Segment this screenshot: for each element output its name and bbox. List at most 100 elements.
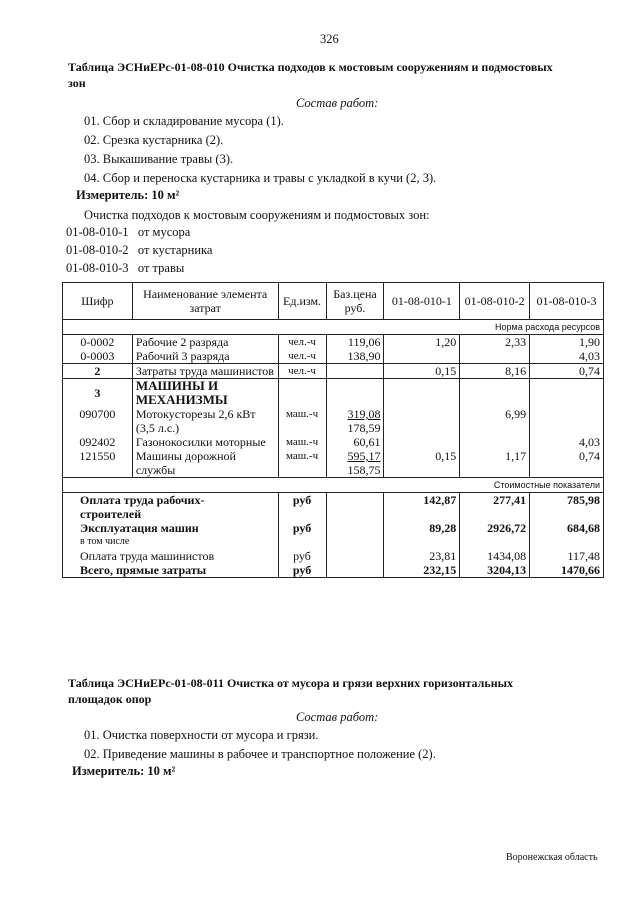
unit-cell: руб xyxy=(277,492,327,521)
cost-row: Всего, прямые затраты руб 232,15 3204,13 147… xyxy=(62,563,604,578)
cost-name: Эксплуатация машин xyxy=(62,521,279,535)
name-cell: Газонокосилки моторные xyxy=(131,435,279,449)
unit-cell: чел.-ч xyxy=(277,363,327,379)
unit-cell: чел.-ч xyxy=(277,349,327,364)
value-cell: 4,03 xyxy=(529,435,604,449)
value-cell: 8,16 xyxy=(459,363,531,379)
footer-region: Воронежская область xyxy=(506,852,598,863)
price-cell: 119,06 xyxy=(325,334,385,349)
unit-cell xyxy=(277,378,327,407)
cost-row: Оплата труда рабочих-строителей руб 142,87… xyxy=(62,492,604,521)
value-cell: 684,68 xyxy=(529,521,604,535)
table-row: 121550 Машины дорожной службы маш.-ч 595,17… xyxy=(62,449,604,478)
code-cell: 092402 xyxy=(62,435,133,449)
value-cell xyxy=(383,535,461,549)
cost-name: Оплата труда рабочих-строителей xyxy=(62,492,279,521)
name-cell: МАШИНЫ И МЕХАНИЗМЫ xyxy=(131,378,279,407)
col-header: Шифр xyxy=(62,282,133,320)
table-row: 090700 Мотокусторезы 2,6 кВт (3,5 л.с.) ма… xyxy=(62,407,604,435)
cost-row: Оплата труда машинистов руб 23,81 1434,08 11… xyxy=(62,549,604,563)
variant-label: от мусора xyxy=(137,225,191,239)
col-header: Баз.цена руб. xyxy=(325,282,385,320)
price-cell xyxy=(325,563,385,578)
value-cell: 23,81 xyxy=(383,549,461,563)
norm-label: Норма расхода ресурсов xyxy=(62,319,604,335)
price-cell: 319,08 178,59 xyxy=(325,407,385,435)
value-cell xyxy=(383,378,461,407)
table-row: 092402 Газонокосилки моторные маш.-ч 60,61 4… xyxy=(62,435,604,449)
unit-cell: маш.-ч xyxy=(277,449,327,478)
cost-name: в том числе xyxy=(62,535,279,549)
variant-label: от травы xyxy=(137,261,185,275)
value-cell: 0,15 xyxy=(383,449,461,478)
code-cell: 0-0002 xyxy=(62,334,133,349)
cost-row: Эксплуатация машин руб 89,28 2926,72 684,68 xyxy=(62,521,604,535)
work-item: 02. Срезка кустарника (2). xyxy=(84,133,224,147)
unit-cell: чел.-ч xyxy=(277,334,327,349)
price-cell xyxy=(325,363,385,379)
table-row: 0-0003 Рабочий 3 разряда чел.-ч 138,90 4,03 xyxy=(62,349,604,364)
price-cell xyxy=(325,378,385,407)
value-cell: 89,28 xyxy=(383,521,461,535)
intro: Очистка подходов к мостовым сооружениям … xyxy=(84,208,430,222)
code-cell: 2 xyxy=(62,363,133,379)
col-header: Ед.изм. xyxy=(277,282,327,320)
works-heading: Состав работ: xyxy=(296,710,379,724)
work-item: 04. Сбор и переноска кустарника и травы … xyxy=(84,171,437,185)
value-cell: 1470,66 xyxy=(529,563,604,578)
price-cell: 60,61 xyxy=(325,435,385,449)
meter: Измеритель: 10 м² xyxy=(72,764,176,778)
cost-label: Стоимостные показатели xyxy=(62,477,604,493)
unit-cell: маш.-ч xyxy=(277,407,327,435)
page-number: 326 xyxy=(320,32,339,46)
value-cell: 6,99 xyxy=(459,407,531,435)
value-cell: 142,87 xyxy=(383,492,461,521)
cost-name: Всего, прямые затраты xyxy=(62,563,279,578)
value-cell: 277,41 xyxy=(459,492,531,521)
cost-name: Оплата труда машинистов xyxy=(62,549,279,563)
works-heading: Состав работ: xyxy=(296,96,379,110)
value-cell xyxy=(459,349,531,364)
unit-cell xyxy=(277,535,327,549)
variant-code: 01-08-010-3 xyxy=(66,261,129,275)
name-cell: Машины дорожной службы xyxy=(131,449,279,478)
value-cell: 2926,72 xyxy=(459,521,531,535)
name-cell: Рабочий 3 разряда xyxy=(131,349,279,364)
value-cell xyxy=(459,535,531,549)
value-cell: 117,48 xyxy=(529,549,604,563)
code-cell: 090700 xyxy=(62,407,133,435)
value-cell: 785,98 xyxy=(529,492,604,521)
col-header: 01-08-010-3 xyxy=(529,282,604,320)
col-header: Наименование элемента затрат xyxy=(131,282,279,320)
variant: 01-08-010-2 от кустарника xyxy=(66,243,212,258)
resource-table: Шифр Наименование элемента затрат Ед.изм… xyxy=(62,282,604,578)
value-cell xyxy=(529,407,604,435)
value-cell: 0,74 xyxy=(529,449,604,478)
work-item: 03. Выкашивание травы (3). xyxy=(84,152,234,166)
variant: 01-08-010-1 от мусора xyxy=(66,225,190,240)
work-item: 01. Очистка поверхности от мусора и гряз… xyxy=(84,728,319,742)
code-cell: 0-0003 xyxy=(62,349,133,364)
value-cell xyxy=(459,435,531,449)
value-cell: 2,33 xyxy=(459,334,531,349)
variant-code: 01-08-010-1 xyxy=(66,225,129,239)
value-cell: 1434,08 xyxy=(459,549,531,563)
price-cell xyxy=(325,521,385,535)
table2-title: Таблица ЭСНиЕРс-01-08-011 Очистка от мус… xyxy=(68,676,514,690)
table-row: 0-0002 Рабочие 2 разряда чел.-ч 119,06 1,20 2… xyxy=(62,334,604,349)
value-cell: 0,74 xyxy=(529,363,604,379)
unit-cell: руб xyxy=(277,549,327,563)
price-cell xyxy=(325,535,385,549)
value-cell: 0,15 xyxy=(383,363,461,379)
value-cell xyxy=(529,378,604,407)
value-cell: 232,15 xyxy=(383,563,461,578)
value-cell: 1,90 xyxy=(529,334,604,349)
value-cell: 1,20 xyxy=(383,334,461,349)
col-header: 01-08-010-1 xyxy=(383,282,461,320)
name-cell: Мотокусторезы 2,6 кВт (3,5 л.с.) xyxy=(131,407,279,435)
price-cell xyxy=(325,549,385,563)
code-cell: 121550 xyxy=(62,449,133,478)
value-cell xyxy=(383,435,461,449)
unit-cell: руб xyxy=(277,563,327,578)
